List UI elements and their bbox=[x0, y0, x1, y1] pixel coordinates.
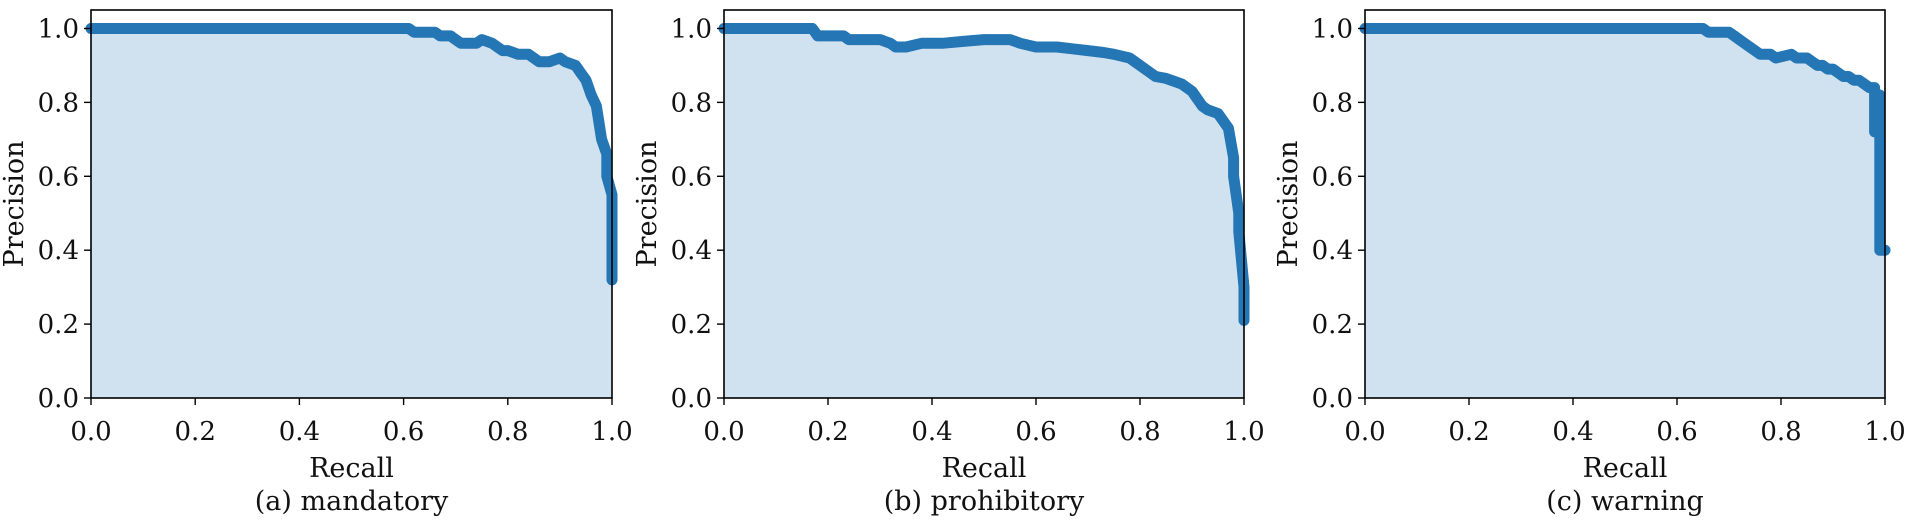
x-tick-label: 0.8 bbox=[1760, 417, 1801, 447]
x-tick-label: 0.6 bbox=[1656, 417, 1697, 447]
y-tick-label: 0.0 bbox=[1312, 384, 1353, 414]
x-axis-label: Recall bbox=[309, 453, 394, 484]
y-tick-label: 0.2 bbox=[671, 310, 712, 340]
y-tick-label: 0.6 bbox=[671, 162, 712, 192]
y-tick-label: 0.4 bbox=[38, 236, 79, 266]
axes-frame bbox=[1364, 9, 1886, 399]
x-tick-label: 1.0 bbox=[591, 417, 632, 447]
x-tick-label: 0.0 bbox=[703, 417, 744, 447]
x-tick-label: 0.8 bbox=[1119, 417, 1160, 447]
y-tick-label: 0.8 bbox=[38, 88, 79, 118]
x-tick-label: 0.6 bbox=[1015, 417, 1056, 447]
x-tick-label: 0.0 bbox=[1344, 417, 1385, 447]
x-tick-label: 0.4 bbox=[279, 417, 320, 447]
x-tick-label: 0.2 bbox=[807, 417, 848, 447]
axes-frame bbox=[90, 9, 613, 399]
y-tick-label: 0.8 bbox=[1312, 88, 1353, 118]
x-axis-label: Recall bbox=[942, 453, 1027, 484]
y-axis-label: Precision bbox=[0, 141, 30, 268]
y-axis-label: Precision bbox=[1273, 141, 1304, 268]
y-tick-label: 0.6 bbox=[1312, 162, 1353, 192]
y-tick-label: 0.4 bbox=[671, 236, 712, 266]
y-tick-label: 0.0 bbox=[671, 384, 712, 414]
pr-area bbox=[1365, 28, 1885, 398]
pr-curve bbox=[1359, 23, 1891, 256]
x-tick-label: 0.4 bbox=[1552, 417, 1593, 447]
x-tick-label: 0.8 bbox=[487, 417, 528, 447]
axes-frame bbox=[723, 9, 1245, 399]
chart-panel-3: 0.0 0.2 0.4 0.6 0.8 1.0 0.0 0.2 0.4 0.6 0.8 1.0 Reca… bbox=[1273, 9, 1905, 517]
pr-curve bbox=[718, 23, 1250, 326]
x-tick-label: 1.0 bbox=[1864, 417, 1905, 447]
y-axis-label: Precision bbox=[632, 141, 663, 268]
pr-curve bbox=[85, 23, 618, 286]
y-tick-label: 1.0 bbox=[671, 14, 712, 44]
x-tick-label: 0.4 bbox=[911, 417, 952, 447]
y-tick-label: 0.8 bbox=[671, 88, 712, 118]
chart-panel-2: 0.0 0.2 0.4 0.6 0.8 1.0 0.0 0.2 0.4 0.6 0.8 1.0 Reca… bbox=[632, 9, 1265, 517]
x-tick-label: 0.0 bbox=[70, 417, 111, 447]
subfigure-caption: (b) prohibitory bbox=[884, 486, 1085, 517]
y-tick-label: 0.2 bbox=[1312, 310, 1353, 340]
x-axis-label: Recall bbox=[1583, 453, 1668, 484]
pr-area bbox=[91, 28, 612, 398]
chart-panel-1: 0.0 0.2 0.4 0.6 0.8 1.0 0.0 0.2 0.4 0.6 0.8 1.0 Reca… bbox=[0, 9, 633, 517]
x-tick-label: 0.2 bbox=[1448, 417, 1489, 447]
x-tick-label: 1.0 bbox=[1223, 417, 1264, 447]
x-tick-label: 0.2 bbox=[175, 417, 216, 447]
x-tick-label: 0.6 bbox=[383, 417, 424, 447]
y-tick-label: 1.0 bbox=[38, 14, 79, 44]
y-tick-label: 1.0 bbox=[1312, 14, 1353, 44]
subfigure-caption: (a) mandatory bbox=[255, 486, 449, 517]
y-tick-label: 0.6 bbox=[38, 162, 79, 192]
y-tick-label: 0.2 bbox=[38, 310, 79, 340]
y-tick-label: 0.4 bbox=[1312, 236, 1353, 266]
y-tick-label: 0.0 bbox=[38, 384, 79, 414]
subfigure-caption: (c) warning bbox=[1546, 486, 1704, 517]
pr-area bbox=[724, 28, 1244, 398]
